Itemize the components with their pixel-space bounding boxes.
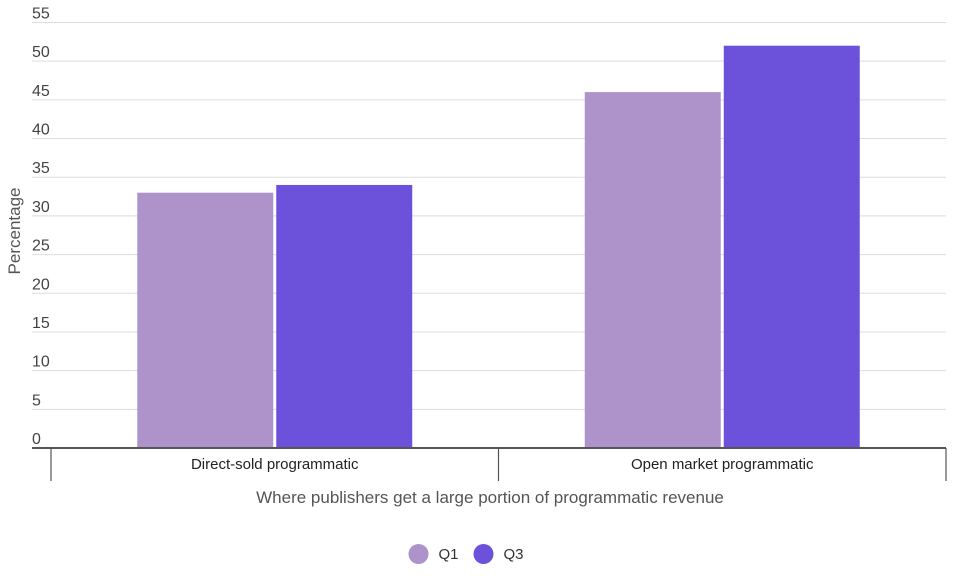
y-tick-label: 25 — [32, 238, 50, 255]
y-tick-label: 0 — [32, 431, 41, 448]
legend-label-q3: Q3 — [504, 546, 524, 563]
y-tick-label: 10 — [32, 354, 50, 371]
y-tick-label: 30 — [32, 199, 50, 216]
y-tick-label: 15 — [32, 315, 50, 332]
y-tick-labels: 0 5 10 15 20 25 30 35 40 45 50 55 — [32, 6, 50, 449]
bar-q3-2 — [723, 45, 860, 448]
bar-q1-1 — [137, 192, 274, 448]
legend-swatch-q1 — [408, 544, 429, 564]
bar-q3-1 — [276, 184, 413, 449]
legend: Q1 Q3 — [408, 544, 524, 564]
legend-swatch-q3 — [473, 544, 494, 564]
x-category-label: Direct-sold programmatic — [191, 456, 359, 473]
y-axis-title: Percentage — [5, 188, 24, 275]
axes — [32, 447, 947, 481]
x-axis-title: Where publishers get a large portion of … — [256, 488, 724, 507]
legend-label-q1: Q1 — [439, 546, 459, 563]
x-category-labels: Direct-sold programmatic Open market prog… — [191, 456, 814, 473]
y-tick-label: 50 — [32, 44, 50, 61]
y-tick-label: 45 — [32, 83, 50, 100]
y-tick-label: 55 — [32, 6, 50, 23]
y-tick-label: 35 — [32, 160, 50, 177]
x-category-label: Open market programmatic — [631, 456, 814, 473]
bar-q1-2 — [584, 92, 721, 449]
y-tick-label: 5 — [32, 392, 41, 409]
y-tick-label: 20 — [32, 276, 50, 293]
bars — [137, 45, 860, 449]
y-tick-label: 40 — [32, 122, 50, 139]
